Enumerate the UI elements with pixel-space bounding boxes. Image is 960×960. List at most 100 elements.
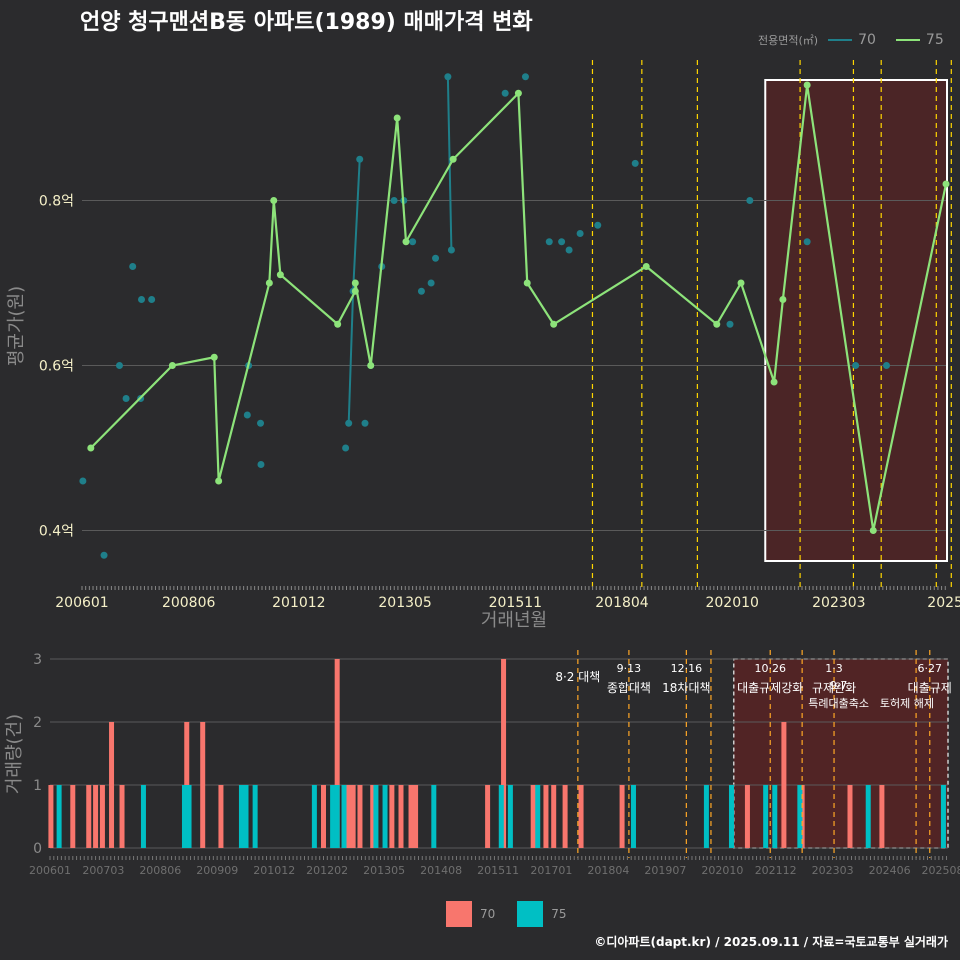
- bottom-x-tick-label: 202010: [701, 864, 743, 877]
- series-75-point: [215, 477, 223, 485]
- series-75-point: [942, 180, 950, 188]
- series-75-point: [402, 238, 410, 246]
- bottom-annotation: 6·27: [918, 662, 943, 675]
- series-70-point: [342, 444, 350, 452]
- bottom-bar-70: [408, 785, 414, 848]
- series-70-point: [803, 238, 811, 246]
- top-x-tick-label: 200806: [162, 595, 216, 611]
- series-70-point: [257, 419, 265, 427]
- top-y-tick-label: 0.8억: [39, 194, 74, 210]
- bottom-bar-75: [728, 785, 734, 848]
- bottom-bar-70: [346, 785, 352, 848]
- bottom-y-tick-label: 1: [33, 778, 42, 794]
- bottom-bar-75: [238, 785, 244, 848]
- series-70-point: [122, 395, 130, 402]
- bottom-bar-70: [398, 785, 404, 848]
- bottom-bar-75: [373, 785, 379, 848]
- bottom-bar-70: [781, 722, 787, 848]
- bottom-bar-70: [99, 785, 105, 848]
- bottom-annotation: 규제완화: [812, 681, 856, 695]
- legend-bottom-swatch-75: [517, 901, 544, 927]
- series-75-point: [168, 362, 176, 369]
- bottom-annotation: 9·13: [617, 662, 642, 675]
- bottom-annotation: 8·2 대책: [555, 669, 600, 684]
- series-70-point: [390, 197, 398, 204]
- series-70-point: [100, 551, 108, 559]
- series-75-point: [642, 263, 650, 270]
- bottom-bar-75: [772, 785, 778, 848]
- bottom-annotation: 대출규제강화: [737, 681, 803, 695]
- series-70-point: [631, 159, 639, 167]
- series-75-point: [449, 155, 457, 163]
- chart-title: 언양 청구맨션B동 아파트(1989) 매매가격 변화: [80, 10, 533, 35]
- top-x-tick-label: 202303: [812, 595, 865, 611]
- top-x-tick-label: 201305: [378, 595, 431, 611]
- bottom-annotation: 12·16: [671, 662, 703, 675]
- series-70-point: [576, 230, 584, 237]
- series-70-point: [594, 221, 602, 229]
- bottom-bar-75: [865, 785, 871, 848]
- bottom-bar-75: [186, 785, 192, 848]
- bottom-bar-70: [119, 785, 125, 848]
- bottom-bar-70: [485, 785, 491, 848]
- bottom-annotation: 대출규제: [908, 681, 952, 695]
- bottom-x-tick-label: 202112: [755, 864, 797, 877]
- legend-top-label-75: 75: [925, 32, 944, 48]
- top-x-tick-label: 202010: [705, 595, 758, 611]
- legend-top-title: 전용면적(㎡): [758, 34, 819, 47]
- series-70-point: [356, 155, 364, 163]
- bottom-bar-70: [501, 659, 507, 848]
- bottom-x-tick-label: 201408: [420, 864, 462, 877]
- series-75-point: [803, 81, 811, 89]
- bottom-annotation: 토허제 해제: [880, 696, 934, 710]
- series-70-point: [746, 197, 754, 204]
- series-75-point: [265, 279, 273, 287]
- bottom-bar-75: [507, 785, 513, 848]
- series-75-point: [210, 353, 218, 361]
- bottom-bar-70: [619, 785, 625, 848]
- bottom-x-tick-label: 200601: [29, 864, 71, 877]
- bottom-bar-70: [744, 785, 750, 848]
- bottom-bar-70: [389, 785, 395, 848]
- series-75-point: [514, 89, 522, 97]
- bottom-x-tick-label: 201907: [644, 864, 686, 877]
- series-75-point: [276, 271, 284, 279]
- bottom-bar-75: [703, 785, 709, 848]
- top-x-tick-label: 201511: [489, 595, 542, 611]
- bottom-bar-75: [252, 785, 258, 848]
- legend-bottom-label-75: 75: [551, 907, 567, 921]
- bottom-highlight-box: [733, 658, 949, 849]
- top-x-tick-label: 201012: [272, 595, 325, 611]
- legend-bottom-swatch-70: [446, 901, 472, 927]
- series-70-point: [558, 238, 566, 246]
- bottom-bar-70: [879, 785, 885, 848]
- bottom-bar-70: [357, 785, 363, 848]
- footer-credit: ©디아파트(dapt.kr) / 2025.09.11 / 자료=국토교통부 실…: [594, 935, 948, 949]
- bottom-bar-70: [334, 659, 340, 848]
- bottom-bar-70: [93, 785, 99, 848]
- series-75-point: [869, 527, 877, 534]
- top-x-axis-title: 거래년월: [481, 610, 547, 631]
- bottom-bar-70: [530, 785, 536, 848]
- series-70-point: [447, 246, 455, 254]
- series-75-point: [351, 287, 359, 295]
- series-75-point: [713, 320, 721, 328]
- bottom-bar-70: [578, 785, 584, 848]
- bottom-bar-75: [498, 785, 504, 848]
- top-x-tick-label: 2025: [927, 595, 960, 611]
- bottom-bar-70: [70, 785, 76, 848]
- legend-top-label-70: 70: [858, 32, 876, 48]
- series-75-point: [550, 320, 558, 328]
- series-75-point: [270, 197, 278, 204]
- series-75-point: [523, 279, 531, 287]
- legend-top-swatch-75: [895, 39, 920, 41]
- series-70-point: [138, 296, 146, 303]
- bottom-bar-70: [543, 785, 549, 848]
- bottom-bar-70: [109, 722, 115, 848]
- bottom-bar-70: [200, 722, 206, 848]
- bottom-bar-75: [341, 785, 347, 848]
- bottom-bar-70: [321, 785, 327, 848]
- bottom-annotation: 종합대책: [607, 680, 651, 695]
- series-70-point: [444, 73, 452, 81]
